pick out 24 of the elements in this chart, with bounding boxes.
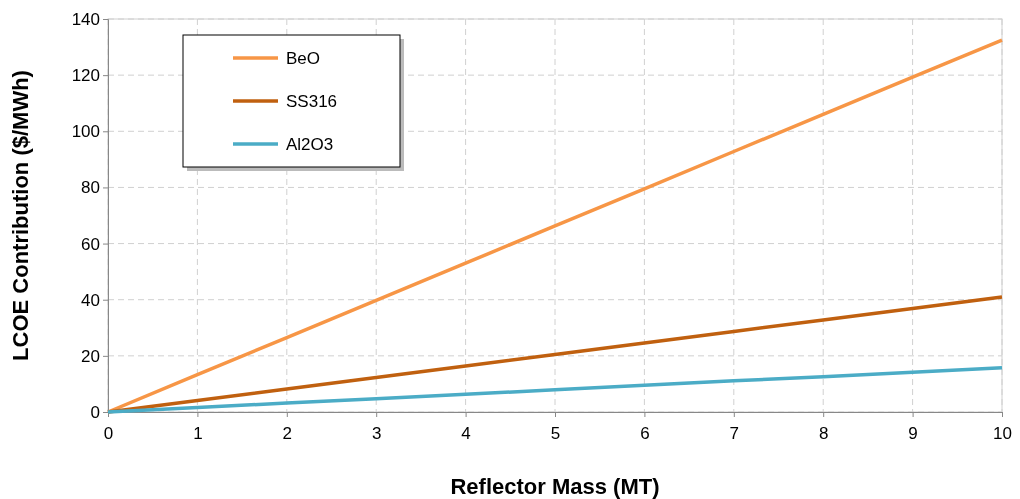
x-tick-label: 5 bbox=[550, 423, 561, 443]
x-tick-label: 9 bbox=[908, 423, 918, 443]
y-tick-label: 40 bbox=[81, 290, 100, 310]
x-tick-label: 10 bbox=[993, 423, 1012, 443]
x-tick-label: 3 bbox=[371, 423, 382, 443]
y-tick-label: 20 bbox=[81, 346, 100, 366]
y-tick-label: 100 bbox=[71, 122, 100, 142]
legend-label: BeO bbox=[286, 49, 321, 68]
x-tick-label: 6 bbox=[640, 423, 650, 443]
x-tick-label: 0 bbox=[103, 423, 114, 443]
x-tick-label: 8 bbox=[818, 423, 829, 443]
x-tick-label: 2 bbox=[282, 423, 293, 443]
legend-label: Al2O3 bbox=[286, 135, 334, 154]
y-tick-label: 60 bbox=[81, 234, 100, 254]
y-tick-label: 0 bbox=[90, 402, 100, 422]
x-tick-label: 4 bbox=[461, 423, 471, 443]
x-axis-title: Reflector Mass (MT) bbox=[450, 474, 660, 499]
x-tick-label: 7 bbox=[729, 423, 740, 443]
y-tick-label: 80 bbox=[81, 178, 100, 198]
y-tick-label: 120 bbox=[71, 66, 100, 86]
y-axis-title: LCOE Contribution ($/MWh) bbox=[8, 70, 33, 361]
x-tick-label: 1 bbox=[193, 423, 203, 443]
legend-label: SS316 bbox=[286, 92, 338, 111]
y-tick-label: 140 bbox=[71, 9, 100, 29]
